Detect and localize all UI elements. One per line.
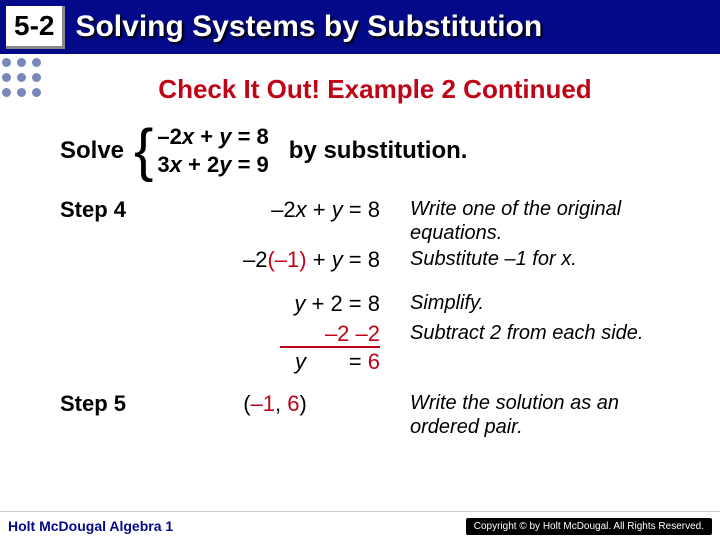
step4-math5: y = 6 — [170, 349, 410, 375]
step4-row4: –2 –2 Subtract 2 from each side. — [60, 321, 690, 347]
step5-desc: Write the solution as an ordered pair. — [410, 391, 690, 439]
step5-pair: (–1, 6) — [170, 391, 410, 417]
eq1-x: x — [182, 124, 194, 149]
step4-desc3: Subtract 2 from each side. — [410, 321, 690, 345]
step4-desc1b: Substitute –1 for x. — [410, 247, 690, 271]
s4l2-mid: + — [307, 247, 332, 272]
footer: Holt McDougal Algebra 1 Copyright © by H… — [0, 511, 720, 540]
lesson-number: 5-2 — [6, 6, 65, 49]
pair-close: ) — [299, 391, 306, 416]
footer-left: Holt McDougal Algebra 1 — [8, 518, 173, 534]
pair-open: ( — [243, 391, 250, 416]
step4-row1: Step 4 –2x + y = 8 Write one of the orig… — [60, 197, 690, 245]
s4l1-pre: –2 — [271, 197, 295, 222]
s4l1-post: = 8 — [343, 197, 380, 222]
equation-2: 3x + 2y = 9 — [157, 151, 268, 179]
s4l2-y: y — [332, 247, 343, 272]
content-area: Check It Out! Example 2 Continued Solve … — [0, 54, 720, 439]
s4l2-pre: –2 — [243, 247, 267, 272]
eq1-rhs: = 8 — [231, 124, 268, 149]
s4l5-eq: = — [306, 349, 368, 374]
pair-x: –1 — [251, 391, 275, 416]
s4l1-x: x — [296, 197, 307, 222]
eq1-plus: + — [194, 124, 219, 149]
step4-math3: y + 2 = 8 — [170, 291, 410, 319]
eq2-plus: + 2 — [182, 152, 219, 177]
eq2-y: y — [219, 152, 231, 177]
eq2-x: x — [170, 152, 182, 177]
pair-sep: , — [275, 391, 287, 416]
step4-math4: –2 –2 — [170, 321, 410, 347]
solve-section: Solve { –2x + y = 8 3x + 2y = 9 by subst… — [60, 123, 690, 179]
step4-label: Step 4 — [60, 197, 170, 223]
by-substitution: by substitution. — [289, 137, 468, 165]
eq2-coef: 3 — [157, 152, 169, 177]
eq2-rhs: = 9 — [231, 152, 268, 177]
eq1-y: y — [219, 124, 231, 149]
s4l3-y: y — [294, 291, 305, 316]
step4-math1: –2x + y = 8 — [170, 197, 410, 225]
s4l2-sub: (–1) — [267, 247, 306, 272]
step4-row3: y + 2 = 8 Simplify. — [60, 291, 690, 319]
header-title: Solving Systems by Substitution — [75, 10, 542, 44]
eq1-coef: –2 — [157, 124, 181, 149]
step4-row2: –2(–1) + y = 8 Substitute –1 for x. — [60, 247, 690, 275]
subtitle: Check It Out! Example 2 Continued — [60, 74, 690, 105]
footer-right: Copyright © by Holt McDougal. All Rights… — [466, 518, 712, 535]
system-equations: –2x + y = 8 3x + 2y = 9 — [157, 123, 268, 179]
s4l4: –2 –2 — [325, 321, 380, 348]
decorative-dots — [2, 58, 41, 103]
desc1b-text: Substitute –1 for — [410, 248, 561, 270]
s4l3-post: + 2 = 8 — [305, 291, 380, 316]
s4l2-post: = 8 — [343, 247, 380, 272]
step4-row5: y = 6 — [60, 349, 690, 375]
s4l1-y: y — [332, 197, 343, 222]
s4l1-mid: + — [307, 197, 332, 222]
step4-desc2: Simplify. — [410, 291, 690, 315]
equation-1: –2x + y = 8 — [157, 123, 268, 151]
desc1b-x: x — [561, 248, 571, 270]
step4-math2: –2(–1) + y = 8 — [170, 247, 410, 275]
step5-row: Step 5 (–1, 6) Write the solution as an … — [60, 391, 690, 439]
step4-desc1: Write one of the original equations. — [410, 197, 690, 245]
s4l5-val: 6 — [368, 349, 380, 374]
brace-icon: { — [134, 126, 153, 176]
s4l5-y: y — [295, 349, 306, 374]
header-bar: 5-2 Solving Systems by Substitution — [0, 0, 720, 54]
solve-label: Solve — [60, 137, 124, 165]
underline-left — [280, 321, 325, 348]
step5-label: Step 5 — [60, 391, 170, 417]
desc1a: Write one of the original equations. — [410, 198, 621, 244]
pair-y: 6 — [287, 391, 299, 416]
desc1b-end: . — [571, 248, 577, 270]
